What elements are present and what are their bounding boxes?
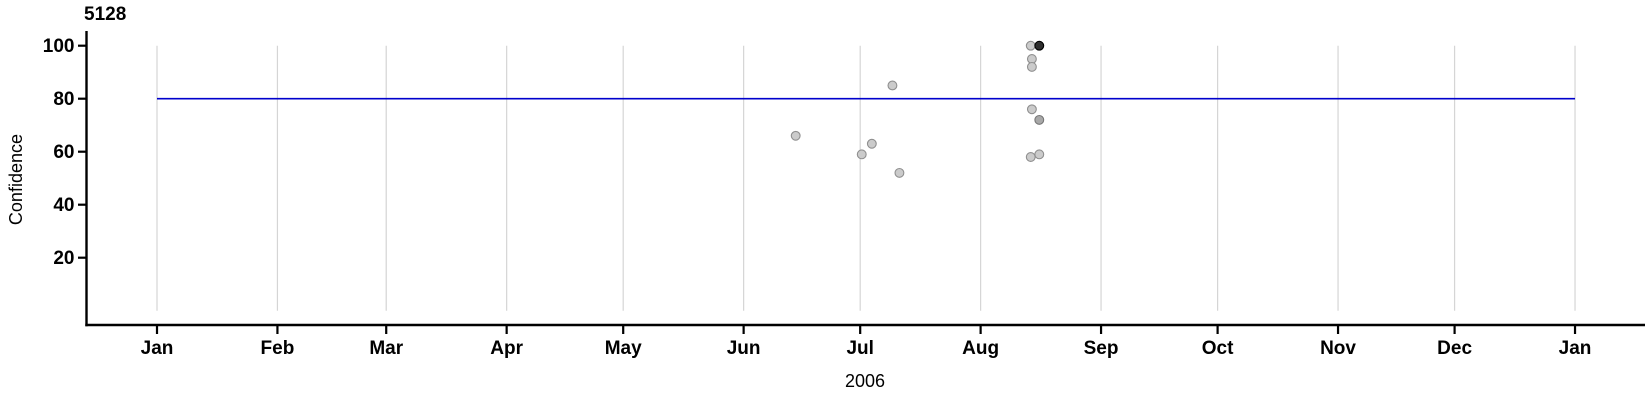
x-tick-label: Sep	[1084, 338, 1119, 359]
x-tick-label: Jun	[727, 338, 761, 359]
data-point	[866, 138, 877, 149]
x-tick-label: Mar	[369, 338, 403, 359]
data-point	[887, 80, 898, 91]
y-tick-label: 20	[53, 248, 74, 269]
data-point	[1026, 104, 1037, 115]
x-tick-label: Jan	[1559, 338, 1592, 359]
x-tick-label: Jul	[846, 338, 873, 359]
data-point-highlighted	[1034, 40, 1045, 51]
x-tick-label: Dec	[1437, 338, 1472, 359]
data-point	[1026, 61, 1037, 72]
y-tick-label: 40	[53, 195, 74, 216]
x-tick-label: Aug	[962, 338, 999, 359]
x-tick-label: Nov	[1320, 338, 1356, 359]
x-tick-label: Jan	[141, 338, 174, 359]
x-tick-label: Oct	[1202, 338, 1234, 359]
x-tick-label: May	[605, 338, 642, 359]
data-point	[1025, 152, 1036, 162]
data-point	[856, 149, 867, 160]
data-point	[1034, 149, 1045, 160]
x-tick-label: Apr	[490, 338, 523, 359]
data-point	[894, 167, 905, 178]
y-tick-label: 80	[53, 89, 74, 110]
y-tick-label: 100	[43, 36, 75, 57]
x-tick-label: Feb	[261, 338, 295, 359]
y-tick-label: 60	[53, 142, 74, 163]
data-point	[1034, 114, 1045, 125]
chart-title: 5128	[84, 4, 127, 25]
data-point	[790, 130, 801, 141]
data-point	[1025, 40, 1036, 51]
x-axis-title: 2006	[844, 371, 886, 391]
